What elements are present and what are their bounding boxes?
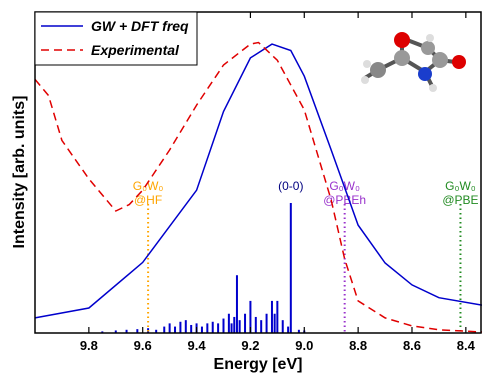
marker-label: @PBE (442, 193, 478, 207)
atom (426, 34, 434, 42)
legend-label: Experimental (91, 42, 180, 58)
stick (174, 327, 176, 333)
stick (239, 320, 241, 333)
x-tick-label: 8.8 (349, 338, 367, 353)
x-axis-label: Energy [eV] (214, 356, 303, 373)
atom (394, 50, 410, 66)
marker-label: G₀W₀ (445, 179, 476, 193)
atom (421, 41, 435, 55)
stick (290, 203, 292, 333)
page: {"chart_data": {"type": "spectrum", "xla… (0, 0, 482, 376)
stick (163, 327, 165, 333)
stick (276, 301, 278, 333)
chart: Energy [eV] Intensity [arb. units] G₀W₀@… (0, 0, 482, 376)
atom (361, 76, 369, 84)
stick (255, 317, 257, 333)
stick (244, 314, 246, 333)
stick (236, 275, 238, 333)
stick (206, 323, 208, 333)
x-tick-label: 9.6 (134, 338, 152, 353)
stick (260, 320, 262, 333)
stick (190, 325, 192, 333)
stick (201, 327, 203, 333)
series-line (35, 44, 482, 318)
x-tick-label: 9.2 (241, 338, 259, 353)
series-line (35, 43, 482, 333)
stick (169, 323, 171, 333)
stick (233, 317, 235, 333)
atom (432, 52, 448, 68)
atom (452, 55, 466, 69)
x-tick-label: 9.0 (295, 338, 313, 353)
stick (274, 314, 276, 333)
atom (418, 67, 432, 81)
stick (282, 320, 284, 333)
stick (185, 320, 187, 333)
atom (370, 62, 386, 78)
x-tick-label: 8.6 (403, 338, 421, 353)
stick (222, 319, 224, 333)
atom (394, 32, 410, 48)
marker-label: @PBEh (323, 193, 366, 207)
atom (363, 60, 371, 68)
y-axis-label: Intensity [arb. units] (11, 96, 28, 249)
stick (266, 314, 268, 333)
peak-label: (0-0) (278, 179, 303, 193)
stick (287, 327, 289, 333)
stick (179, 322, 181, 333)
stick (212, 322, 214, 333)
x-tick-label: 8.4 (457, 338, 476, 353)
atom (429, 84, 437, 92)
legend-label: GW + DFT freq (91, 18, 189, 34)
stick (271, 301, 273, 333)
legend: GW + DFT freq Experimental (35, 12, 197, 65)
stick (217, 323, 219, 333)
x-tick-label: 9.4 (188, 338, 207, 353)
x-tick-label: 9.8 (80, 338, 98, 353)
stick (231, 323, 233, 333)
stick (228, 314, 230, 333)
